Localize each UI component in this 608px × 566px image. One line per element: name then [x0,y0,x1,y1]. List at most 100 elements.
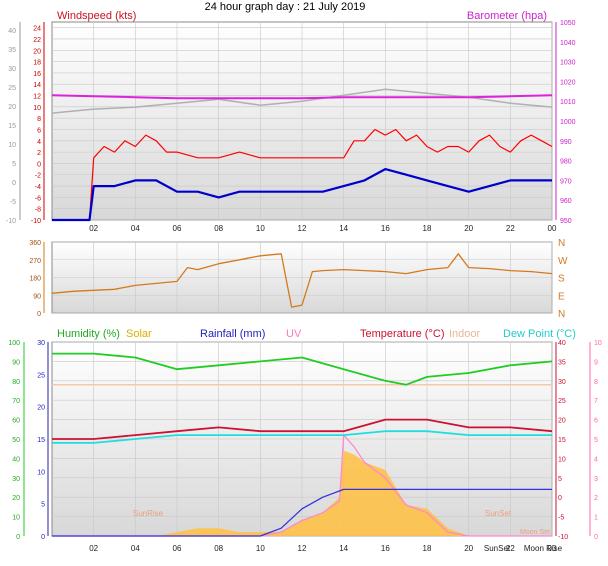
compass-label: S [558,274,565,285]
gray-axis-tick: 20 [8,104,16,111]
temp-axis-tick: 30 [558,379,566,386]
temp-axis-tick: -10 [558,534,568,541]
temp-axis-tick: 10 [558,456,566,463]
baro-axis-tick: 1040 [560,40,576,47]
uv-axis-tick: 4 [594,456,598,463]
windspeed-line [52,128,553,221]
conditions-x-tick: 14 [339,544,348,553]
legend-indoor: Indoor [449,328,481,340]
temp-axis-tick: 15 [558,437,566,444]
wind-axis-tick: -2 [35,173,41,180]
wind-axis-tick: -10 [31,218,41,225]
wind-axis-tick: 20 [33,48,41,55]
conditions-x-tick: 08 [214,544,223,553]
humidity-axis-tick: 70 [12,398,20,405]
barometer-label: Barometer (hpa) [467,10,547,22]
moonset-annotation: Moon Set [520,529,550,536]
temp-axis-tick: 0 [558,495,562,502]
wind-x-tick: 22 [506,224,515,233]
legend-solar: Solar [126,328,152,340]
wind-x-tick: 02 [89,224,98,233]
uv-axis-tick: 8 [594,379,598,386]
wind-axis-tick: 10 [33,105,41,112]
conditions-x-tick: 22 [506,544,515,553]
wind-axis-tick: 2 [37,150,41,157]
gray-axis-tick: 30 [8,66,16,73]
wind-axis-tick: -8 [35,207,41,214]
uv-axis-tick: 6 [594,418,598,425]
solar-axis-tick: 10 [37,469,45,476]
uv-line [52,434,552,537]
uv-axis-tick: 5 [594,437,598,444]
direction-axis-tick: 0 [37,311,41,318]
humidity-axis-tick: 30 [12,476,20,483]
baro-axis-tick: 950 [560,218,572,225]
wind-x-tick: 14 [339,224,348,233]
gray-axis-tick: 25 [8,85,16,92]
wind-axis-tick: 24 [33,26,41,33]
solar-axis-tick: 25 [37,372,45,379]
chart-layer: 0202040406060808101012121414161618182020… [6,20,602,553]
direction-axis-tick: 180 [29,276,41,283]
gray-axis-tick: -10 [6,218,16,225]
uv-axis-tick: 9 [594,359,598,366]
wind-axis-tick: 22 [33,37,41,44]
legend-dewpoint: Dew Point (°C) [503,328,576,340]
humidity-axis-tick: 90 [12,359,20,366]
conditions-x-tick: 12 [298,544,307,553]
baro-axis-tick: 990 [560,139,572,146]
direction-axis-tick: 360 [29,240,41,247]
baro-axis-tick: 980 [560,159,572,166]
conditions-x-tick: 20 [464,544,473,553]
baro-axis-tick: 1020 [560,79,576,86]
wind-average-line [52,168,552,222]
gray-axis-tick: 35 [8,47,16,54]
gray-axis-tick: 5 [12,161,16,168]
solar-axis-tick: 15 [37,437,45,444]
wind-axis-tick: 18 [33,60,41,67]
conditions-x-tick: 06 [173,544,182,553]
windspeed-label: Windspeed (kts) [57,10,136,22]
humidity-axis-tick: 0 [16,534,20,541]
gray-axis-tick: 0 [12,180,16,187]
wind-axis-tick: 8 [37,116,41,123]
solar-axis-tick: 20 [37,405,45,412]
baro-axis-tick: 1050 [560,20,576,27]
baro-axis-tick: 960 [560,198,572,205]
gray-axis-tick: 40 [8,28,16,35]
direction-line [51,253,553,308]
legend-rainfall: Rainfall (mm) [200,328,265,340]
wind-axis-tick: 12 [33,94,41,101]
humidity-axis-tick: 20 [12,495,20,502]
wind-axis-tick: -4 [35,184,41,191]
humidity-axis-tick: 10 [12,515,20,522]
compass-label: E [558,291,565,302]
baro-axis-tick: 1000 [560,119,576,126]
wind-axis-tick: 0 [37,161,41,168]
humidity-axis-tick: 100 [8,340,20,347]
temp-axis-tick: 35 [558,359,566,366]
moonrise-x-label: Moon Rise [524,544,563,553]
temp-axis-tick: 5 [558,476,562,483]
uv-axis-tick: 3 [594,476,598,483]
humidity-axis-tick: 50 [12,437,20,444]
direction-axis-tick: 90 [33,293,41,300]
barometer-line [51,94,553,100]
baro-axis-tick: 1030 [560,60,576,67]
wind-x-tick: 20 [464,224,473,233]
temperature-line [52,418,553,440]
compass-label: N [558,238,565,249]
wind-axis-tick: 14 [33,82,41,89]
uv-axis-tick: 0 [594,534,598,541]
conditions-x-tick: 10 [256,544,265,553]
conditions-x-tick: 02 [89,544,98,553]
wind-x-tick: 10 [256,224,265,233]
humidity-axis-tick: 40 [12,456,20,463]
baro-axis-tick: 1010 [560,99,576,106]
compass-label: W [558,256,568,267]
legend-temperature: Temperature (°C) [360,328,444,340]
conditions-x-tick: 04 [131,544,140,553]
gray-axis-tick: -5 [10,199,16,206]
